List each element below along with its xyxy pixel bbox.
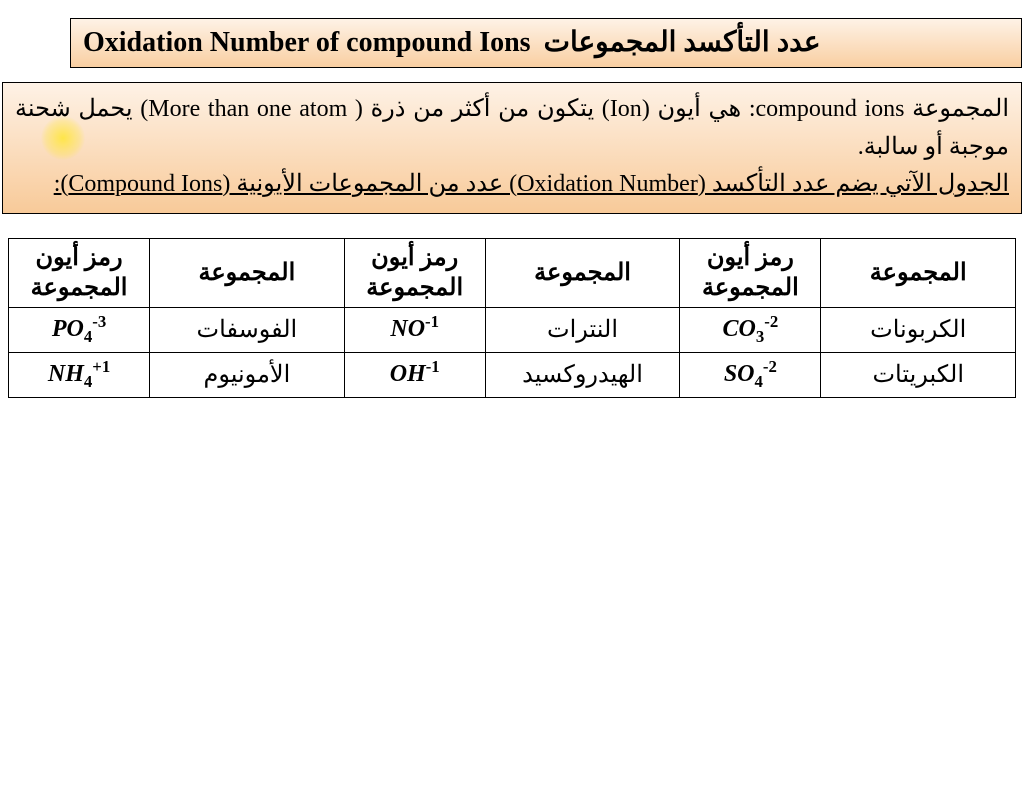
ion-symbol: NO-1 (344, 307, 485, 352)
text-fragment: compound ions (756, 96, 905, 122)
description-line-2: الجدول الآتي يضم عدد التأكسد (Oxidation … (15, 166, 1009, 203)
ion-symbol: SO4-2 (680, 352, 821, 397)
title-bar: Oxidation Number of compound Ions عدد ال… (70, 18, 1022, 68)
ion-name: الأمونيوم (150, 352, 345, 397)
text-fragment: Oxidation Number (517, 171, 698, 197)
col-header-symbol: رمز أيون المجموعة (680, 238, 821, 307)
formula-sup: +1 (92, 357, 110, 376)
description-line-1: المجموعة compound ions: هي أيون (Ion) يت… (15, 91, 1009, 165)
ion-name: الفوسفات (150, 307, 345, 352)
ion-name: الكربونات (821, 307, 1016, 352)
col-header-symbol: رمز أيون المجموعة (344, 238, 485, 307)
ion-name: النترات (485, 307, 680, 352)
formula-base: PO (52, 316, 84, 342)
formula-sub: 4 (755, 372, 763, 391)
formula-base: NO (390, 316, 425, 342)
formula-base: NH (48, 361, 84, 387)
col-header-group: المجموعة (485, 238, 680, 307)
text-fragment: الجدول الآتي يضم عدد التأكسد ( (698, 171, 1009, 197)
formula-sub: 4 (84, 327, 92, 346)
formula-sub: 4 (84, 372, 92, 391)
ion-symbol: PO4-3 (9, 307, 150, 352)
formula-sup: -1 (426, 357, 440, 376)
table-row: NH4+1 الأمونيوم OH-1 الهيدروكسيد SO4-2 ا… (9, 352, 1016, 397)
table-header-row: رمز أيون المجموعة المجموعة رمز أيون المج… (9, 238, 1016, 307)
formula-sub: 3 (756, 327, 764, 346)
col-header-group: المجموعة (150, 238, 345, 307)
ions-table-wrapper: رمز أيون المجموعة المجموعة رمز أيون المج… (8, 238, 1016, 398)
formula-base: SO (724, 361, 755, 387)
col-header-group: المجموعة (821, 238, 1016, 307)
formula-sup: -1 (425, 312, 439, 331)
formula-sup: -2 (764, 312, 778, 331)
ion-name: الكبريتات (821, 352, 1016, 397)
ion-symbol: CO3-2 (680, 307, 821, 352)
title-arabic: عدد التأكسد المجموعات (544, 27, 821, 58)
text-fragment: المجموعة (905, 96, 1009, 122)
formula-base: OH (390, 361, 426, 387)
formula-sup: -3 (92, 312, 106, 331)
text-fragment: ): (54, 171, 69, 197)
formula-sup: -2 (763, 357, 777, 376)
title-english: Oxidation Number of compound Ions (83, 27, 531, 58)
description-box: المجموعة compound ions: هي أيون (Ion) يت… (2, 82, 1022, 214)
ion-name: الهيدروكسيد (485, 352, 680, 397)
formula-base: CO (723, 316, 756, 342)
text-fragment: More than one atom (148, 96, 347, 122)
text-fragment: ) عدد من المجموعات الأيونية ( (222, 171, 517, 197)
text-fragment: Compound Ions (68, 171, 222, 197)
col-header-symbol: رمز أيون المجموعة (9, 238, 150, 307)
ions-table: رمز أيون المجموعة المجموعة رمز أيون المج… (8, 238, 1016, 398)
text-fragment: : هي أيون (Ion) يتكون من أكثر من ذرة ( (347, 96, 755, 122)
ion-symbol: NH4+1 (9, 352, 150, 397)
ion-symbol: OH-1 (344, 352, 485, 397)
table-row: PO4-3 الفوسفات NO-1 النترات CO3-2 الكربو… (9, 307, 1016, 352)
